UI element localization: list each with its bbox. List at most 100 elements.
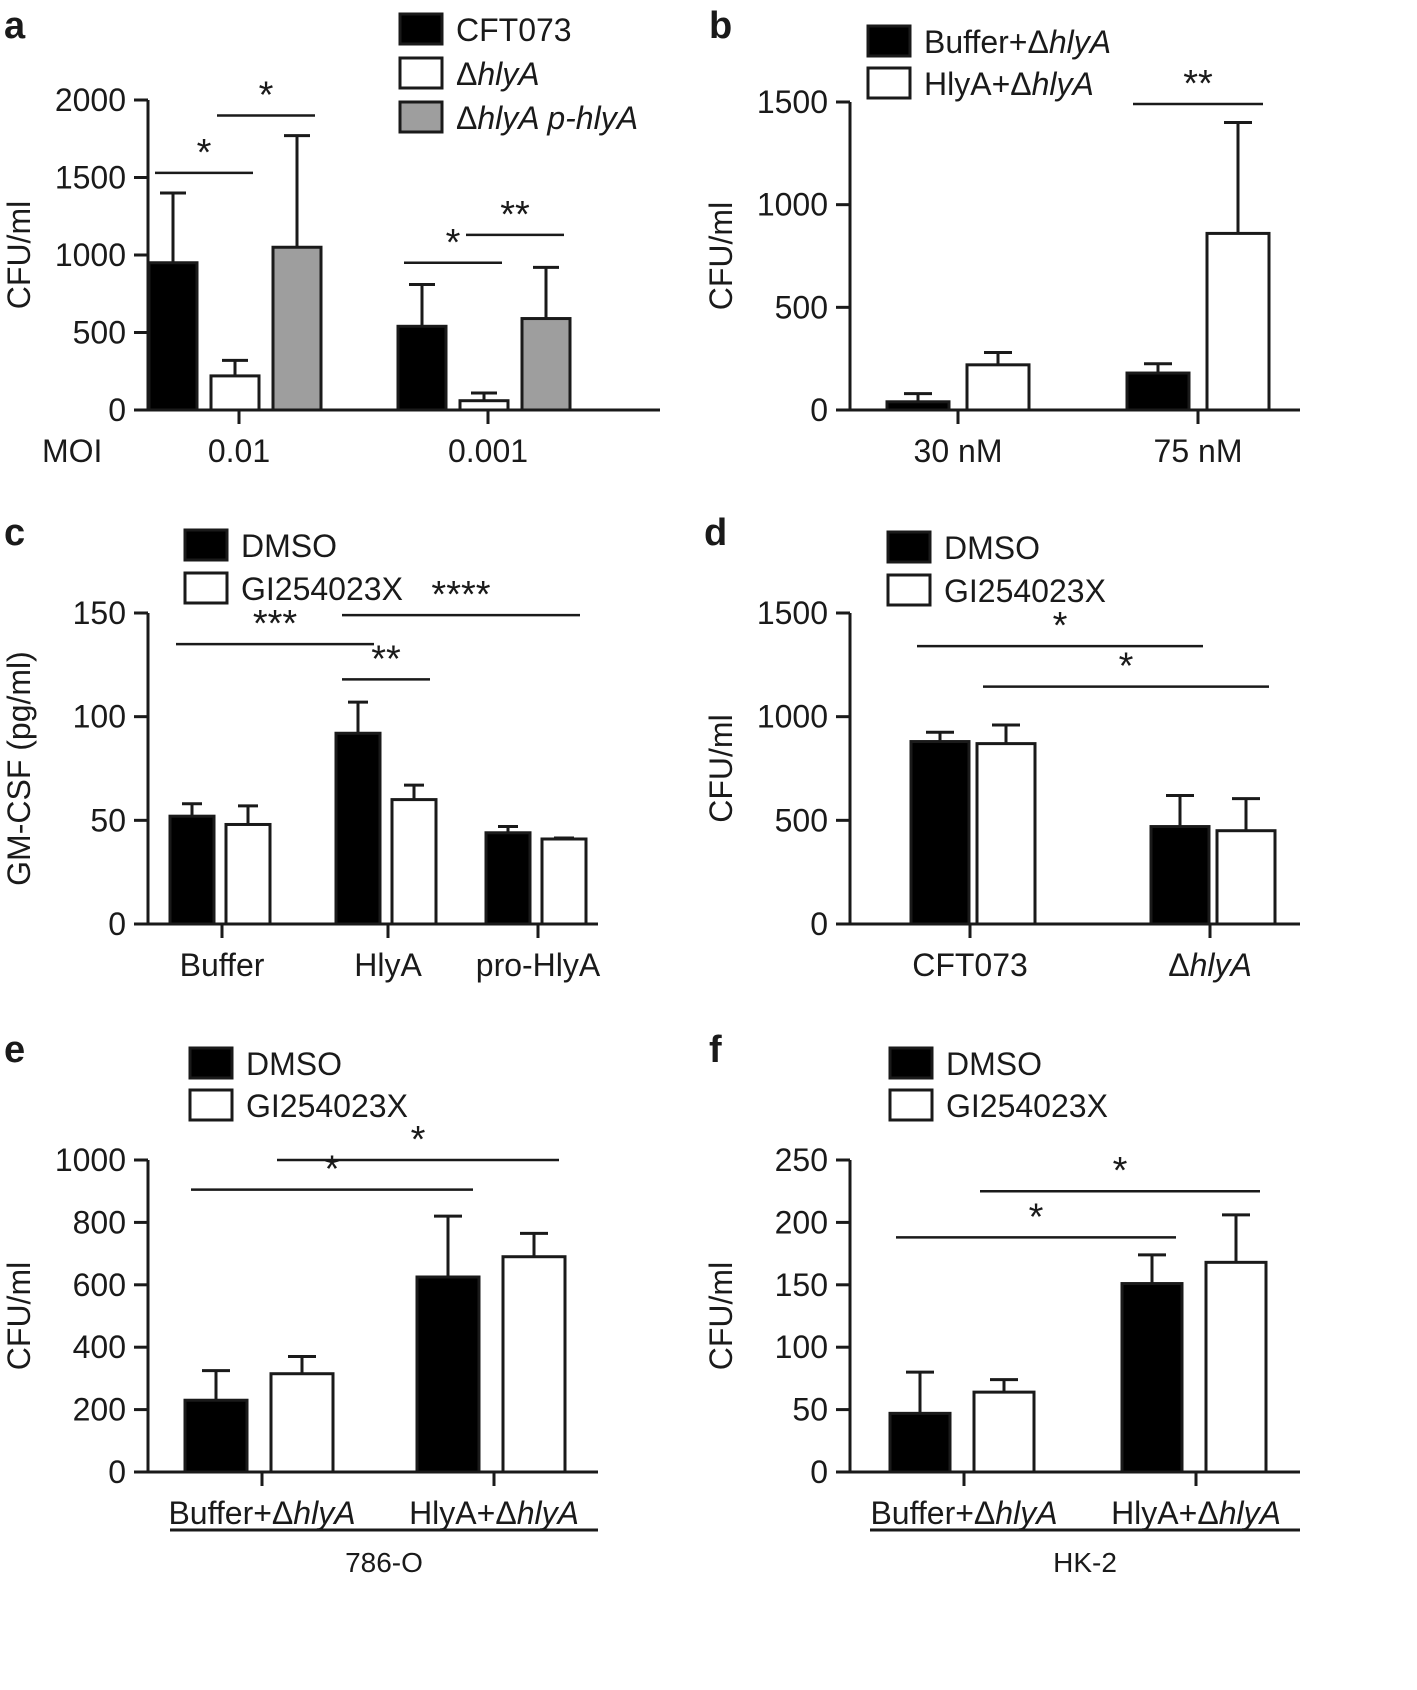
legend-label: DMSO: [241, 528, 337, 564]
x-tick-label: pro-HlyA: [476, 947, 601, 983]
significance-marker: **: [1183, 63, 1213, 105]
bar: [390, 798, 438, 926]
y-tick-label: 50: [792, 1392, 828, 1428]
panel-label: b: [709, 5, 732, 47]
y-tick-label: 1000: [55, 237, 126, 273]
x-tick-label: Buffer+ΔhlyA: [168, 1495, 355, 1531]
x-tick-label-part: Δ: [1168, 947, 1189, 983]
significance-marker: *: [325, 1149, 340, 1191]
legend-label-part: hlyA: [1032, 66, 1094, 102]
y-tick-label: 0: [810, 906, 828, 942]
significance-marker: *: [446, 222, 461, 264]
x-prefix-label: MOI: [42, 433, 102, 469]
legend-label: CFT073: [456, 12, 572, 48]
x-tick-label-part: hlyA: [293, 1495, 355, 1531]
legend-label: ΔhlyA: [456, 56, 540, 92]
bar: [1204, 1260, 1268, 1474]
bar: [540, 837, 588, 926]
x-tick-label: HlyA+ΔhlyA: [409, 1495, 579, 1531]
legend-label-part: GI254023X: [944, 573, 1106, 609]
legend-label-part: GI254023X: [246, 1088, 408, 1124]
y-tick-label: 100: [73, 699, 126, 735]
panel-label: f: [709, 1029, 722, 1071]
legend-label: Buffer+ΔhlyA: [924, 24, 1111, 60]
legend-label-part: GI254023X: [946, 1088, 1108, 1124]
legend-label-part: Δ: [456, 56, 477, 92]
panel-label: c: [4, 512, 25, 554]
bar: [147, 261, 199, 412]
panel-label: d: [704, 512, 727, 554]
y-tick-label: 50: [90, 802, 126, 838]
legend-swatch: [398, 12, 444, 46]
y-tick-label: 150: [73, 595, 126, 631]
x-tick-label-part: hlyA: [1219, 1495, 1281, 1531]
y-tick-label: 250: [775, 1142, 828, 1178]
x-tick-label-part: hlyA: [517, 1495, 579, 1531]
significance-marker: *: [1113, 1150, 1128, 1192]
bar: [965, 363, 1031, 412]
legend-swatch: [866, 66, 912, 100]
x-tick-label: 0.01: [208, 433, 270, 469]
significance-marker: **: [500, 194, 530, 236]
legend-label: DMSO: [944, 530, 1040, 566]
legend-swatch: [888, 1046, 934, 1080]
y-tick-label: 1000: [55, 1142, 126, 1178]
group-label: HK-2: [1053, 1547, 1117, 1578]
x-tick-label-part: Buffer+Δ: [168, 1495, 293, 1531]
bar: [909, 740, 971, 926]
bar: [501, 1255, 567, 1474]
legend-label-part: hlyA: [477, 56, 539, 92]
y-tick-label: 100: [775, 1329, 828, 1365]
y-tick-label: 400: [73, 1329, 126, 1365]
legend-swatch: [398, 100, 444, 134]
y-tick-label: 800: [73, 1204, 126, 1240]
y-axis-label: CFU/ml: [703, 1262, 739, 1370]
legend-swatch: [398, 56, 444, 90]
legend-swatch: [183, 571, 229, 605]
significance-marker: *: [1053, 605, 1068, 647]
bar: [458, 399, 510, 412]
significance-marker: **: [371, 638, 401, 680]
legend-swatch: [888, 1088, 934, 1122]
x-tick-label: 75 nM: [1154, 433, 1243, 469]
x-tick-label-part: HlyA+Δ: [409, 1495, 517, 1531]
bar: [271, 245, 323, 412]
panel-label: a: [4, 5, 26, 47]
x-tick-label: ΔhlyA: [1168, 947, 1252, 983]
y-axis-label: GM-CSF (pg/ml): [1, 651, 37, 886]
y-tick-label: 500: [775, 289, 828, 325]
legend-label: GI254023X: [241, 571, 403, 607]
legend-label: GI254023X: [246, 1088, 408, 1124]
legend-label: HlyA+ΔhlyA: [924, 66, 1094, 102]
y-tick-label: 500: [775, 802, 828, 838]
legend-label: GI254023X: [946, 1088, 1108, 1124]
bar: [1215, 829, 1277, 926]
x-tick-label: Buffer+ΔhlyA: [870, 1495, 1057, 1531]
bar: [209, 374, 261, 412]
panel-label: e: [4, 1029, 25, 1071]
y-axis-label: CFU/ml: [1, 1262, 37, 1370]
bar: [520, 317, 572, 412]
legend-label-part: Buffer+Δ: [924, 24, 1049, 60]
x-tick-label-part: HlyA+Δ: [1111, 1495, 1219, 1531]
legend-label: ΔhlyA p-hlyA: [456, 100, 638, 136]
bar: [334, 731, 382, 926]
bar: [888, 1411, 952, 1474]
panel-c: c 0 50 100 150 GM-CSF (pg/ml) Buffer HlyA pro-Hl…: [1, 512, 601, 983]
bar: [1205, 231, 1271, 412]
bar: [975, 742, 1037, 926]
panel-d: d 0 500 1000 1500 CFU/ml CFT073 ΔhlyA * * DMSO GI25…: [703, 512, 1300, 983]
significance-marker: *: [1119, 646, 1134, 688]
bar: [183, 1398, 249, 1474]
legend-swatch: [183, 528, 229, 562]
y-tick-label: 0: [108, 1454, 126, 1490]
x-tick-label-part: hlyA: [1190, 947, 1252, 983]
legend-swatch: [866, 24, 912, 58]
y-tick-label: 0: [108, 392, 126, 428]
x-tick-label: HlyA+ΔhlyA: [1111, 1495, 1281, 1531]
legend-swatch: [886, 573, 932, 607]
significance-marker: *: [197, 132, 212, 174]
